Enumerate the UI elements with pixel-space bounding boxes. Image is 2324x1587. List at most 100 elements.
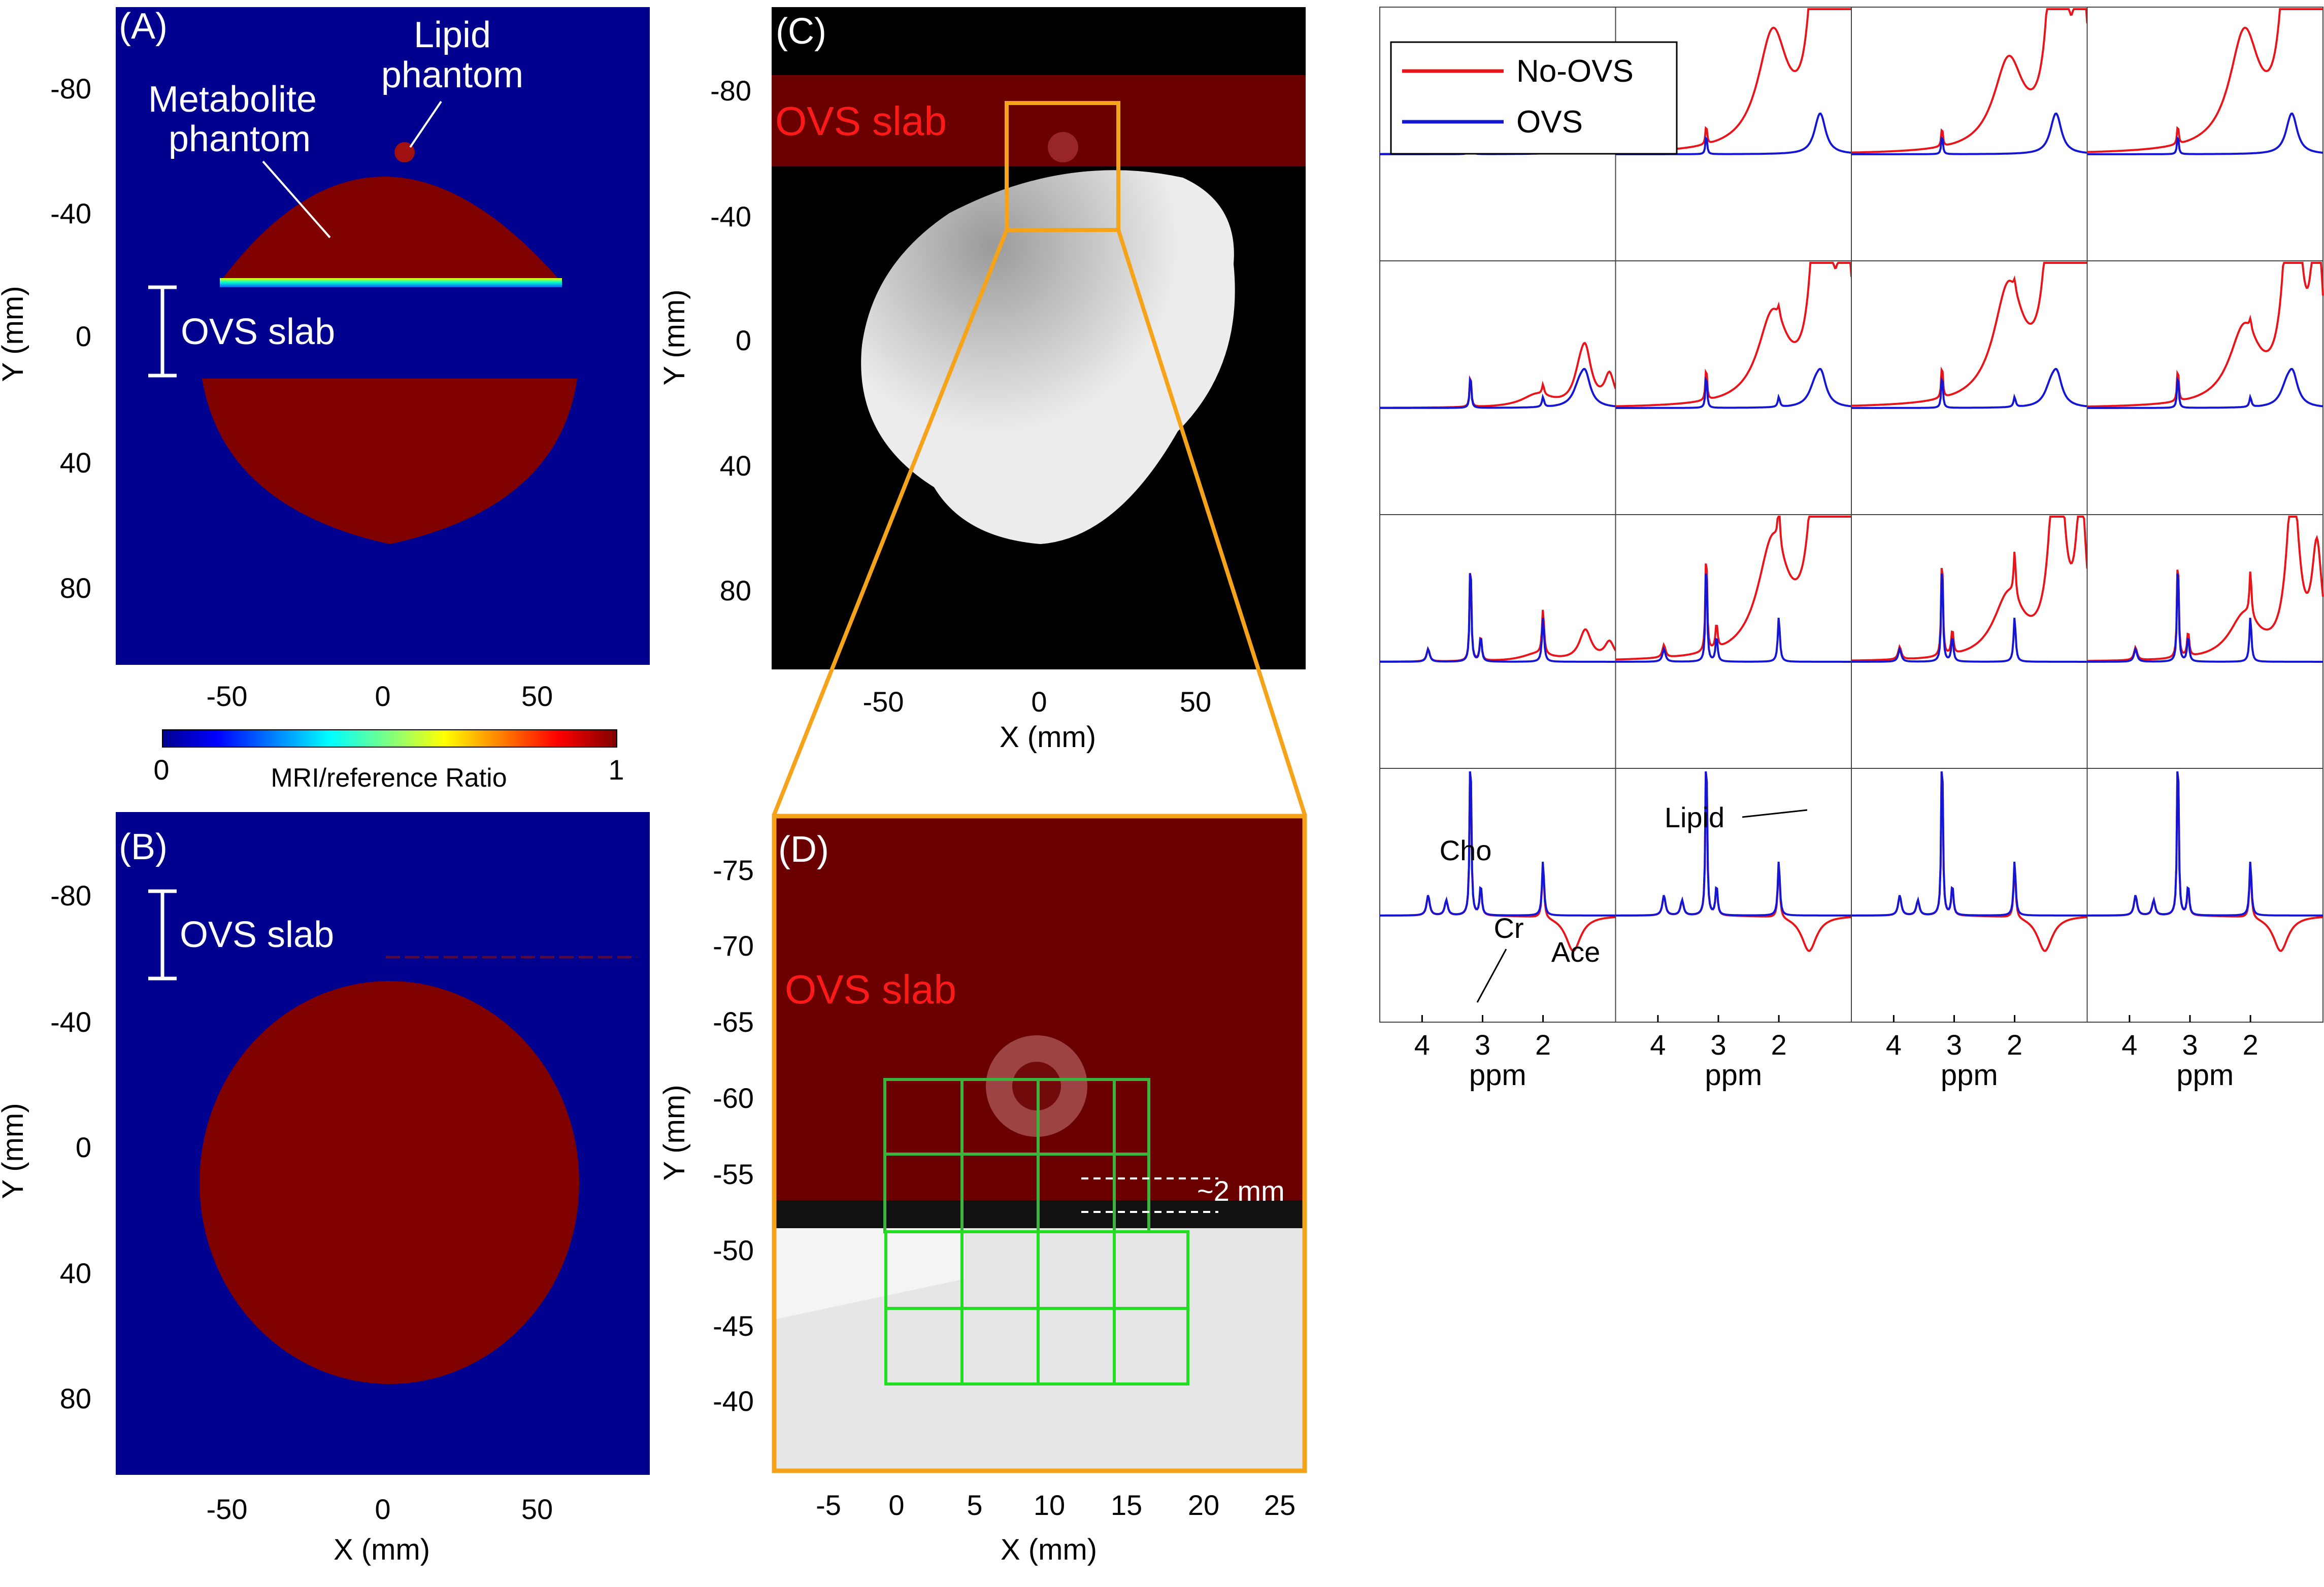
xtick: 5 (967, 1489, 982, 1521)
metabolite-pointer-line (262, 160, 331, 239)
ovs-slab-bracket-b (148, 889, 177, 981)
colorbar: 0 1 MRI/reference Ratio (153, 729, 624, 793)
no-ovs-spectrum (1851, 8, 2088, 154)
spectrum-cell (1851, 514, 2088, 769)
ovs-spectrum (1851, 771, 2087, 917)
panel-a-image-background (116, 7, 650, 665)
spectrum-cell (2086, 768, 2323, 1023)
ovs-spectrum (2087, 368, 2323, 409)
ytick: -60 (713, 1082, 754, 1114)
ovs-spectrum (1380, 368, 1616, 409)
zoom-connector-right (1116, 229, 1307, 816)
panel-a-xticks: -50 0 50 (207, 680, 553, 712)
xtick: 0 (375, 1493, 390, 1525)
metabolite-phantom-upper-half (220, 177, 561, 282)
xtick: 0 (375, 680, 390, 712)
ppm-tick-label: 4 (1650, 1029, 1666, 1061)
ytick: -40 (50, 1006, 91, 1038)
legend-box (1390, 41, 1678, 155)
lipid-annotation: Lipid (1665, 801, 1724, 833)
ppm-axis-label: ppm (2176, 1059, 2234, 1092)
ppm-tick-label: 2 (2242, 1029, 2258, 1061)
phantom-bright-shade (774, 1228, 965, 1320)
xtick: 50 (1180, 686, 1211, 718)
colorbar-max: 1 (608, 754, 624, 786)
ovs-slab-label-d: OVS slab (785, 967, 956, 1012)
voxel-grid-lower (884, 1230, 1189, 1386)
ytick: -55 (713, 1158, 754, 1190)
xtick: 25 (1264, 1489, 1296, 1521)
ovs-slab-label-c: OVS slab (775, 98, 947, 144)
metabolite-phantom-lower-half (202, 379, 577, 544)
panel-b-label: (B) (119, 827, 168, 867)
no-ovs-spectrum (1615, 262, 1852, 408)
ppm-tick-label: 2 (1771, 1029, 1786, 1061)
legend-no-ovs-label: No-OVS (1516, 54, 1634, 89)
metabolite-label-line2: phantom (169, 119, 311, 159)
ovs-spectrum (1380, 771, 1616, 917)
panel-b: (B) OVS slab Y (mm) -80 -40 0 40 80 -50 … (0, 812, 650, 1566)
ytick: 80 (720, 575, 751, 606)
ytick: -65 (713, 1006, 754, 1038)
ppm-tick-label: 4 (1886, 1029, 1902, 1061)
ytick: 0 (76, 320, 91, 352)
metabolite-label-line1: Metabolite (148, 79, 317, 120)
spectrum-cell (1851, 768, 2088, 1023)
ovs-spectrum (1615, 368, 1852, 409)
panel-c-label: (C) (776, 11, 826, 52)
xtick: 50 (521, 680, 553, 712)
panel-d: ~2 mm (D) OVS slab Y (mm) -75 -70 -65 -6… (658, 814, 1307, 1566)
ppm-tick-label: 2 (2007, 1029, 2022, 1061)
zoom-connector-left (772, 229, 1009, 816)
ytick: 80 (60, 572, 91, 604)
metabolite-phantom-full (200, 981, 579, 1384)
ovs-slab-bracket-a (148, 285, 177, 378)
ytick: -75 (713, 854, 754, 886)
spectrum-cell (2086, 514, 2323, 769)
no-ovs-spectrum (1851, 262, 2087, 407)
ovs-spectrum (1380, 573, 1616, 663)
xtick: 10 (1034, 1489, 1065, 1521)
ppm-axis-label: ppm (1705, 1059, 1762, 1092)
ytick: -40 (50, 197, 91, 229)
panel-c-yticks: -80 -40 0 40 80 (710, 75, 751, 606)
panel-d-xticks: -5 0 5 10 15 20 25 (816, 1489, 1296, 1521)
ppm-tick-label: 3 (1475, 1029, 1490, 1061)
panel-c-ylabel: Y (mm) (658, 289, 691, 385)
panel-b-xlabel: X (mm) (334, 1533, 430, 1566)
distance-label: ~2 mm (1197, 1175, 1285, 1207)
xtick: -5 (816, 1489, 841, 1521)
panel-b-yticks: -80 -40 0 40 80 (50, 880, 91, 1414)
xtick: -50 (863, 686, 904, 718)
xtick: 50 (521, 1493, 553, 1525)
ytick: -50 (713, 1234, 754, 1266)
ovs-spectrum (1851, 112, 2087, 155)
lipid-pointer-line (409, 100, 442, 148)
panel-d-xlabel: X (mm) (1001, 1533, 1097, 1566)
spectrum-cell (1379, 768, 1616, 1023)
ovs-slab-label-b: OVS slab (180, 915, 334, 955)
no-ovs-spectrum (1851, 516, 2088, 662)
lipid-label-line2: phantom (381, 55, 523, 95)
voxel-grid-upper (883, 1078, 1150, 1233)
ovs-slab-label-a: OVS slab (181, 312, 335, 352)
ppm-tick-label: 4 (1414, 1029, 1430, 1061)
panel-c: (C) OVS slab Y (mm) -80 -40 0 40 80 -50 … (658, 7, 1306, 754)
lipid-phantom-c (1048, 132, 1078, 162)
lipid-label-line1: Lipid (414, 15, 491, 55)
panel-d-frame (772, 814, 1307, 1473)
xtick: 15 (1111, 1489, 1142, 1521)
panel-d-ylabel: Y (mm) (658, 1085, 691, 1180)
ace-annotation: Ace (1551, 936, 1601, 968)
ppm-axis-label: ppm (1941, 1059, 1998, 1092)
ytick: 80 (60, 1382, 91, 1414)
ytick: 40 (60, 447, 91, 479)
spectra-annotations: Cho Cr Ace Lipid (1440, 801, 1808, 1003)
legend-ovs-label: OVS (1516, 105, 1583, 140)
ytick: -80 (710, 75, 751, 107)
ppm-axis-label: ppm (1469, 1059, 1526, 1092)
ytick: 0 (76, 1131, 91, 1163)
cr-annotation: Cr (1493, 912, 1523, 944)
